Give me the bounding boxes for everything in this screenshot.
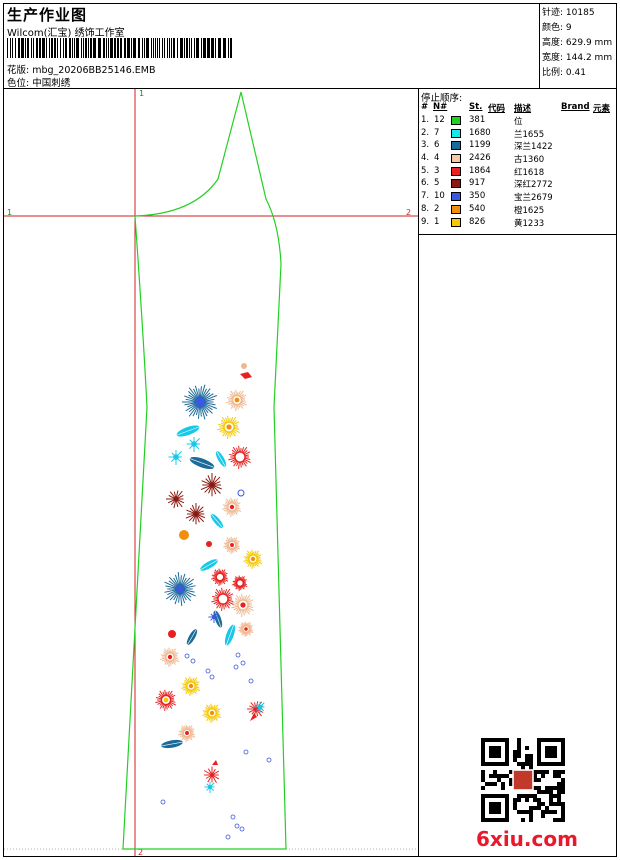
- axis-label-top: 1: [139, 89, 144, 98]
- table-row: 3. 6 1199 深兰1422: [421, 140, 617, 153]
- header-bottom-rule: [3, 88, 617, 89]
- color-swatch: [451, 141, 461, 151]
- row-index: 2.: [421, 127, 430, 138]
- row-needle: 4: [434, 153, 440, 164]
- table-header: # N# St. 代码 描述 Brand 元素: [421, 102, 617, 115]
- row-desc: 兰1655: [514, 129, 545, 140]
- row-stitches: 350: [469, 191, 486, 202]
- row-desc: 橙1625: [514, 205, 545, 216]
- studio-subtitle: Wilcom(汇宝) 绣饰工作室: [7, 28, 125, 39]
- row-needle: 10: [434, 191, 445, 202]
- garment-outline: [122, 91, 287, 850]
- color-swatch: [451, 204, 461, 214]
- page-frame: [3, 3, 617, 857]
- row-stitches: 917: [469, 178, 486, 189]
- stat-width: 宽度: 144.2 mm: [542, 53, 613, 63]
- stop-sequence-table: 停止顺序: # N# St. 代码 描述 Brand 元素 1. 12 381 位 2.…: [421, 90, 617, 229]
- row-index: 1.: [421, 115, 430, 125]
- col-desc: 描述: [514, 104, 532, 114]
- col-element: 元素: [593, 104, 611, 114]
- row-desc: 宝兰2679: [514, 193, 553, 204]
- design-label: 花版:: [7, 65, 30, 76]
- stat-stitches: 针迹: 10185: [542, 8, 595, 18]
- row-desc: 位: [514, 117, 523, 127]
- table-row: 2. 7 1680 兰1655: [421, 128, 617, 141]
- qr-code-icon: [481, 738, 565, 822]
- color-value: 中国刺绣: [32, 78, 71, 89]
- stat-colors: 颜色: 9: [542, 23, 572, 33]
- row-needle: 12: [434, 115, 445, 125]
- row-stitches: 381: [469, 115, 486, 125]
- table-row: 9. 1 826 黄1233: [421, 217, 617, 230]
- row-needle: 7: [434, 127, 440, 138]
- row-index: 6.: [421, 178, 430, 189]
- table-row: 8. 2 540 橙1625: [421, 204, 617, 217]
- row-desc: 深兰1422: [514, 142, 553, 153]
- page-title: 生产作业图: [7, 6, 88, 24]
- table-row: 4. 4 2426 古1360: [421, 153, 617, 166]
- table-row: 5. 3 1864 红1618: [421, 166, 617, 179]
- col-index: #: [421, 102, 429, 112]
- row-desc: 古1360: [514, 155, 545, 166]
- color-swatch: [451, 166, 461, 176]
- watermark-text: 6xiu.com: [476, 827, 578, 851]
- row-index: 8.: [421, 203, 430, 214]
- stats-panel: 针迹: 10185 颜色: 9 高度: 629.9 mm 宽度: 144.2 m…: [542, 6, 612, 81]
- stat-height: 高度: 629.9 mm: [542, 38, 613, 48]
- row-index: 3.: [421, 140, 430, 151]
- axis-label-right: 2: [406, 208, 411, 217]
- row-needle: 5: [434, 178, 440, 189]
- col-needle: N#: [433, 102, 448, 112]
- color-swatch: [451, 217, 461, 227]
- row-index: 5.: [421, 165, 430, 176]
- col-code: 代码: [488, 104, 506, 114]
- axis-label-left: 1: [7, 208, 12, 217]
- row-needle: 1: [434, 216, 440, 227]
- row-stitches: 540: [469, 203, 486, 214]
- panel-divider: [418, 88, 419, 857]
- design-value: mbg_20206BB25146.EMB: [32, 65, 156, 76]
- col-brand: Brand: [561, 102, 590, 112]
- color-swatch: [451, 179, 461, 189]
- row-stitches: 1680: [469, 127, 491, 138]
- stat-scale: 比例: 0.41: [542, 68, 586, 78]
- col-stitches: St.: [469, 102, 483, 112]
- row-index: 7.: [421, 191, 430, 202]
- design-file-line: 花版: mbg_20206BB25146.EMB: [7, 62, 156, 76]
- stop-sequence-title: 停止顺序:: [421, 93, 463, 104]
- row-needle: 3: [434, 165, 440, 176]
- color-swatch: [451, 154, 461, 164]
- header-divider: [539, 3, 540, 88]
- color-swatch: [451, 116, 461, 125]
- color-label: 色位:: [7, 78, 30, 89]
- floral-embroidery: [155, 363, 272, 840]
- row-stitches: 1864: [469, 165, 491, 176]
- row-stitches: 826: [469, 216, 486, 227]
- design-canvas: 1 2 1 2: [4, 89, 418, 856]
- color-swatch: [451, 128, 461, 138]
- row-desc: 深红2772: [514, 180, 553, 191]
- row-stitches: 1199: [469, 140, 491, 151]
- table-row: 7. 10 350 宝兰2679: [421, 191, 617, 204]
- row-index: 4.: [421, 153, 430, 164]
- row-index: 9.: [421, 216, 430, 227]
- row-desc: 红1618: [514, 167, 545, 178]
- axis-label-bottom: 2: [138, 848, 143, 856]
- color-swatch: [451, 192, 461, 202]
- row-stitches: 2426: [469, 153, 491, 164]
- row-desc: 黄1233: [514, 218, 545, 229]
- row-needle: 6: [434, 140, 440, 151]
- table-row: 1. 12 381 位: [421, 115, 617, 128]
- row-needle: 2: [434, 203, 440, 214]
- table-bottom-rule: [418, 234, 617, 235]
- color-line: 色位: 中国刺绣: [7, 75, 70, 89]
- table-row: 6. 5 917 深红2772: [421, 178, 617, 191]
- barcode-icon: [7, 38, 232, 58]
